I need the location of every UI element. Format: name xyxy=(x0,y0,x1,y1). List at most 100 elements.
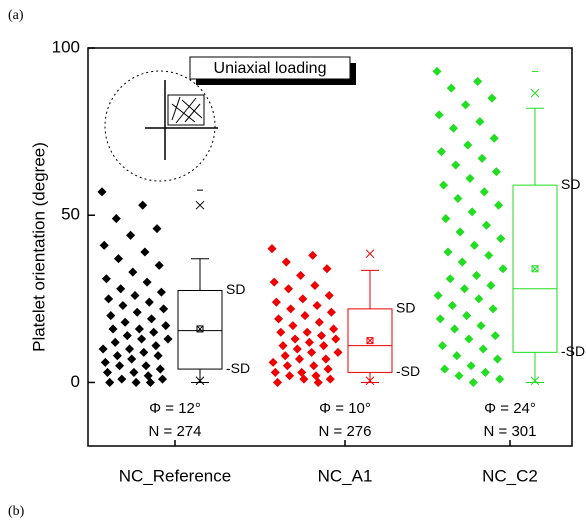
mean xyxy=(366,337,374,345)
data-point xyxy=(134,324,144,334)
n-label: N = 274 xyxy=(149,423,202,440)
data-point xyxy=(309,361,319,371)
sd-label: -SD xyxy=(561,343,585,359)
data-point xyxy=(469,240,479,250)
data-point xyxy=(129,367,139,377)
data-point xyxy=(105,377,115,387)
data-point xyxy=(161,321,171,331)
phi-label: Φ = 24° xyxy=(484,400,536,417)
data-point xyxy=(439,180,449,190)
data-point xyxy=(153,351,163,361)
data-point xyxy=(437,341,448,351)
data-point xyxy=(308,250,318,260)
data-point xyxy=(453,193,463,204)
data-point xyxy=(435,314,445,324)
data-point xyxy=(490,331,500,341)
inset-circle xyxy=(104,70,216,182)
data-point xyxy=(478,344,488,354)
phi-label: Φ = 10° xyxy=(319,400,371,417)
data-point xyxy=(440,364,450,374)
data-point xyxy=(324,290,334,301)
data-point xyxy=(267,244,277,254)
n-label: N = 301 xyxy=(484,423,537,440)
data-point xyxy=(479,187,489,197)
data-point xyxy=(283,284,294,294)
max-marker xyxy=(365,249,375,259)
data-point xyxy=(492,354,503,364)
data-point xyxy=(111,214,121,224)
data-point xyxy=(461,100,471,110)
data-point xyxy=(128,267,138,277)
data-point xyxy=(115,361,125,371)
data-point xyxy=(486,280,496,290)
data-point xyxy=(467,207,477,217)
data-point xyxy=(108,324,118,334)
data-point xyxy=(489,133,499,143)
data-point xyxy=(99,240,109,250)
data-point xyxy=(132,307,142,317)
data-point xyxy=(445,274,455,284)
data-point xyxy=(146,314,157,324)
data-point xyxy=(475,117,485,127)
data-point xyxy=(319,341,329,351)
data-point xyxy=(443,247,453,257)
y-tick-label: 100 xyxy=(52,37,80,56)
sd-label: -SD xyxy=(226,360,250,376)
data-point xyxy=(481,220,492,230)
data-point xyxy=(474,294,484,304)
data-point xyxy=(307,347,317,357)
data-point xyxy=(329,324,339,334)
data-point xyxy=(281,257,291,267)
inset: Uniaxial loading xyxy=(104,56,356,182)
box xyxy=(177,289,223,370)
data-point xyxy=(316,331,327,341)
data-point xyxy=(447,301,457,311)
data-point xyxy=(477,153,487,163)
data-point xyxy=(494,200,504,210)
max-marker xyxy=(195,200,205,210)
data-point xyxy=(310,280,320,290)
min-marker xyxy=(195,376,205,386)
data-point xyxy=(462,311,472,321)
data-point xyxy=(269,277,279,287)
data-point xyxy=(113,254,124,264)
data-point xyxy=(446,83,456,93)
data-point xyxy=(323,364,333,374)
data-point xyxy=(120,317,130,327)
data-point xyxy=(292,344,302,354)
data-point xyxy=(122,331,132,341)
data-point xyxy=(302,327,312,337)
inset-label: Uniaxial loading xyxy=(214,60,327,77)
data-point xyxy=(149,327,159,337)
data-point xyxy=(140,247,150,257)
data-point xyxy=(331,334,341,344)
data-point xyxy=(159,304,169,314)
data-point xyxy=(463,140,473,150)
data-point xyxy=(106,311,116,321)
data-point xyxy=(495,374,505,384)
panel-label: (a) xyxy=(8,8,24,23)
y-axis-label: Platelet orientation (degree) xyxy=(29,142,48,352)
data-point xyxy=(151,341,161,351)
plot-frame xyxy=(87,47,573,447)
data-point xyxy=(268,357,278,367)
data-point xyxy=(276,327,286,337)
data-point xyxy=(473,76,483,86)
data-point xyxy=(454,371,464,381)
data-point xyxy=(116,284,126,294)
data-point xyxy=(314,317,324,327)
data-point xyxy=(278,341,288,351)
data-point xyxy=(304,337,314,347)
data-point xyxy=(142,277,152,287)
data-point xyxy=(141,361,151,371)
sd-label: SD xyxy=(396,300,415,316)
data-point xyxy=(112,351,122,361)
data-point xyxy=(488,304,498,314)
max-marker xyxy=(530,88,540,98)
data-point xyxy=(152,224,162,234)
data-point xyxy=(124,344,135,354)
data-point xyxy=(322,264,332,274)
data-point xyxy=(480,367,490,377)
data-point xyxy=(117,374,127,384)
